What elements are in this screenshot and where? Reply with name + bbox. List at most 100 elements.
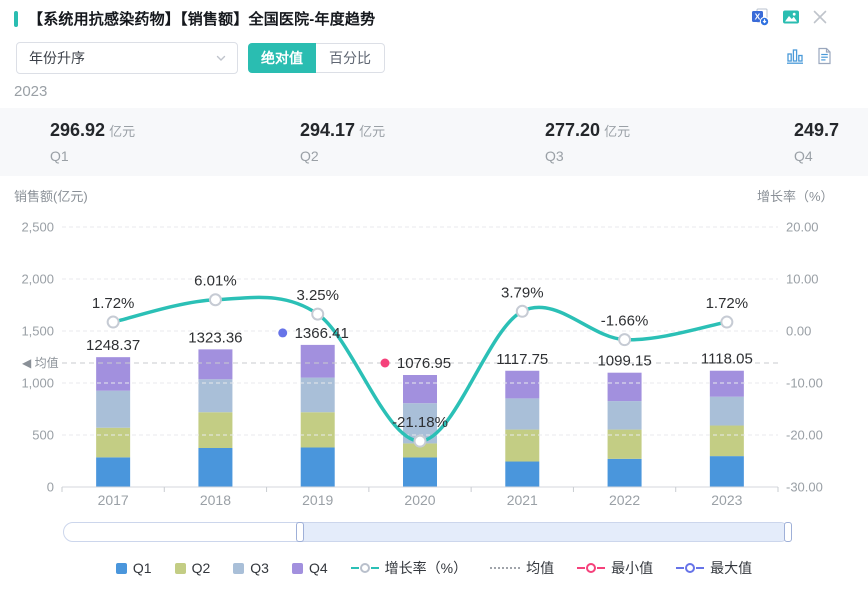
q4-legend-marker: [291, 562, 303, 574]
bar-segment-Q3-2022[interactable]: [607, 401, 642, 430]
legend-item-max[interactable]: 最大值: [676, 558, 752, 578]
chart-type-icon[interactable]: [786, 47, 804, 65]
summary-strip: 296.92 亿元 Q1 294.17 亿元 Q2 277.20 亿元 Q3 249.…: [0, 108, 868, 176]
toggle-absolute-value[interactable]: 绝对值: [248, 43, 316, 73]
bar-segment-Q1-2023[interactable]: [709, 456, 744, 487]
bar-segment-Q4-2023[interactable]: [709, 370, 744, 397]
growth-rate-label: 3.25%: [296, 287, 339, 304]
image-export-icon[interactable]: [782, 8, 800, 26]
x-axis-label: 2018: [200, 492, 231, 508]
close-icon[interactable]: [811, 8, 829, 26]
legend-item-q2[interactable]: Q2: [174, 560, 211, 576]
legend-label: 增长率（%）: [384, 560, 468, 576]
chart-legend: Q1 Q2 Q3 Q4 增长率（%） 均值 最小值 最大值: [0, 558, 868, 578]
bar-segment-Q3-2021[interactable]: [505, 398, 540, 430]
min-value-dot: [380, 358, 390, 368]
line-marker-2017[interactable]: [106, 315, 120, 329]
summary-label: Q4: [794, 148, 813, 164]
legend-item-mean[interactable]: 均值: [490, 558, 554, 578]
summary-unit: 亿元: [109, 124, 136, 139]
datazoom-slider-track[interactable]: [63, 522, 792, 542]
q3-legend-marker: [233, 562, 245, 574]
bar-segment-Q1-2022[interactable]: [607, 458, 642, 487]
bar-segment-Q1-2018[interactable]: [198, 448, 233, 487]
growth-rate-label: -21.18%: [392, 414, 448, 431]
left-axis-tick: 1,000: [21, 376, 54, 391]
bar-segment-Q1-2019[interactable]: [300, 447, 335, 487]
legend-label: 最大值: [710, 560, 753, 576]
toggle-percentage[interactable]: 百分比: [316, 43, 385, 73]
x-axis-label: 2022: [609, 492, 640, 508]
datazoom-handle-left[interactable]: [296, 522, 304, 542]
bar-segment-Q4-2022[interactable]: [607, 372, 642, 402]
legend-item-growth-rate[interactable]: 增长率（%）: [350, 558, 468, 578]
legend-item-q4[interactable]: Q4: [291, 560, 328, 576]
right-axis-tick: -10.00: [786, 376, 823, 391]
left-axis-tick: 500: [32, 428, 54, 443]
excel-export-icon[interactable]: X: [751, 8, 769, 26]
bar-segment-Q3-2018[interactable]: [198, 379, 233, 413]
left-axis-tick: 0: [47, 480, 54, 495]
bar-total-label: 1117.75: [496, 351, 548, 368]
bar-segment-Q1-2020[interactable]: [403, 457, 437, 487]
line-marker-2019[interactable]: [311, 307, 325, 321]
title-accent-bar: [14, 11, 18, 27]
bar-segment-Q2-2021[interactable]: [505, 429, 540, 462]
left-axis-title: 销售额(亿元): [14, 189, 88, 204]
left-axis-tick: 1,500: [21, 324, 54, 339]
q2-legend-marker: [174, 562, 186, 574]
legend-item-q1[interactable]: Q1: [115, 560, 152, 576]
left-axis-tick: 2,500: [21, 220, 54, 235]
line-marker-2020[interactable]: [413, 434, 427, 448]
datazoom-handle-right[interactable]: [784, 522, 792, 542]
summary-unit: 亿元: [604, 124, 631, 139]
bar-segment-Q2-2020[interactable]: [403, 443, 437, 458]
bar-segment-Q4-2020[interactable]: [403, 374, 437, 404]
legend-item-q3[interactable]: Q3: [233, 560, 269, 576]
sort-order-select[interactable]: 年份升序: [16, 42, 238, 74]
bar-segment-Q3-2023[interactable]: [709, 396, 744, 426]
x-axis-label: 2021: [507, 492, 538, 508]
right-axis-title: 增长率（%）: [757, 189, 834, 204]
bar-segment-Q4-2019[interactable]: [300, 344, 335, 378]
summary-label: Q3: [545, 148, 564, 164]
period-label: 2023: [14, 83, 48, 100]
growth-rate-label: 3.79%: [501, 284, 544, 301]
bar-total-label: 1323.36: [188, 329, 242, 346]
bar-segment-Q2-2019[interactable]: [300, 412, 335, 448]
bar-segment-Q4-2017[interactable]: [96, 357, 131, 391]
page-title: 【系统用抗感染药物】【销售额】全国医院-年度趋势: [28, 11, 376, 28]
right-axis-tick: 10.00: [786, 272, 819, 287]
line-marker-2022[interactable]: [618, 333, 632, 347]
bar-segment-Q3-2017[interactable]: [96, 390, 131, 428]
bar-segment-Q4-2018[interactable]: [198, 349, 233, 380]
max-value-dot: [278, 328, 288, 338]
bar-segment-Q2-2018[interactable]: [198, 412, 233, 448]
growth-rate-label: 6.01%: [194, 273, 237, 290]
bar-total-label: 1366.41: [295, 325, 349, 342]
bar-segment-Q2-2017[interactable]: [96, 427, 131, 458]
line-marker-2023[interactable]: [720, 315, 734, 329]
summary-item-q2: 294.17 亿元 Q2: [300, 120, 385, 164]
view-toggle: 绝对值 百分比: [248, 43, 385, 73]
svg-text:X: X: [755, 12, 761, 22]
bar-segment-Q2-2022[interactable]: [607, 429, 642, 459]
report-icon[interactable]: [815, 47, 833, 65]
min-legend-marker: [577, 563, 606, 573]
bar-segment-Q1-2017[interactable]: [96, 457, 131, 487]
legend-label: Q2: [191, 560, 211, 576]
bar-segment-Q1-2021[interactable]: [505, 461, 540, 487]
legend-label: 均值: [526, 560, 555, 576]
summary-unit: 亿元: [359, 124, 386, 139]
datazoom-selection[interactable]: [296, 522, 792, 542]
summary-item-q3: 277.20 亿元 Q3: [545, 120, 630, 164]
legend-item-min[interactable]: 最小值: [577, 558, 653, 578]
left-axis-tick: 2,000: [21, 272, 54, 287]
growth-rate-label: -1.66%: [601, 313, 649, 330]
summary-value: 294.17: [300, 120, 356, 140]
bar-segment-Q4-2021[interactable]: [505, 370, 540, 399]
right-axis-tick: -20.00: [786, 428, 823, 443]
line-marker-2021[interactable]: [515, 304, 529, 318]
line-marker-2018[interactable]: [208, 293, 222, 307]
bar-segment-Q2-2023[interactable]: [709, 425, 744, 457]
